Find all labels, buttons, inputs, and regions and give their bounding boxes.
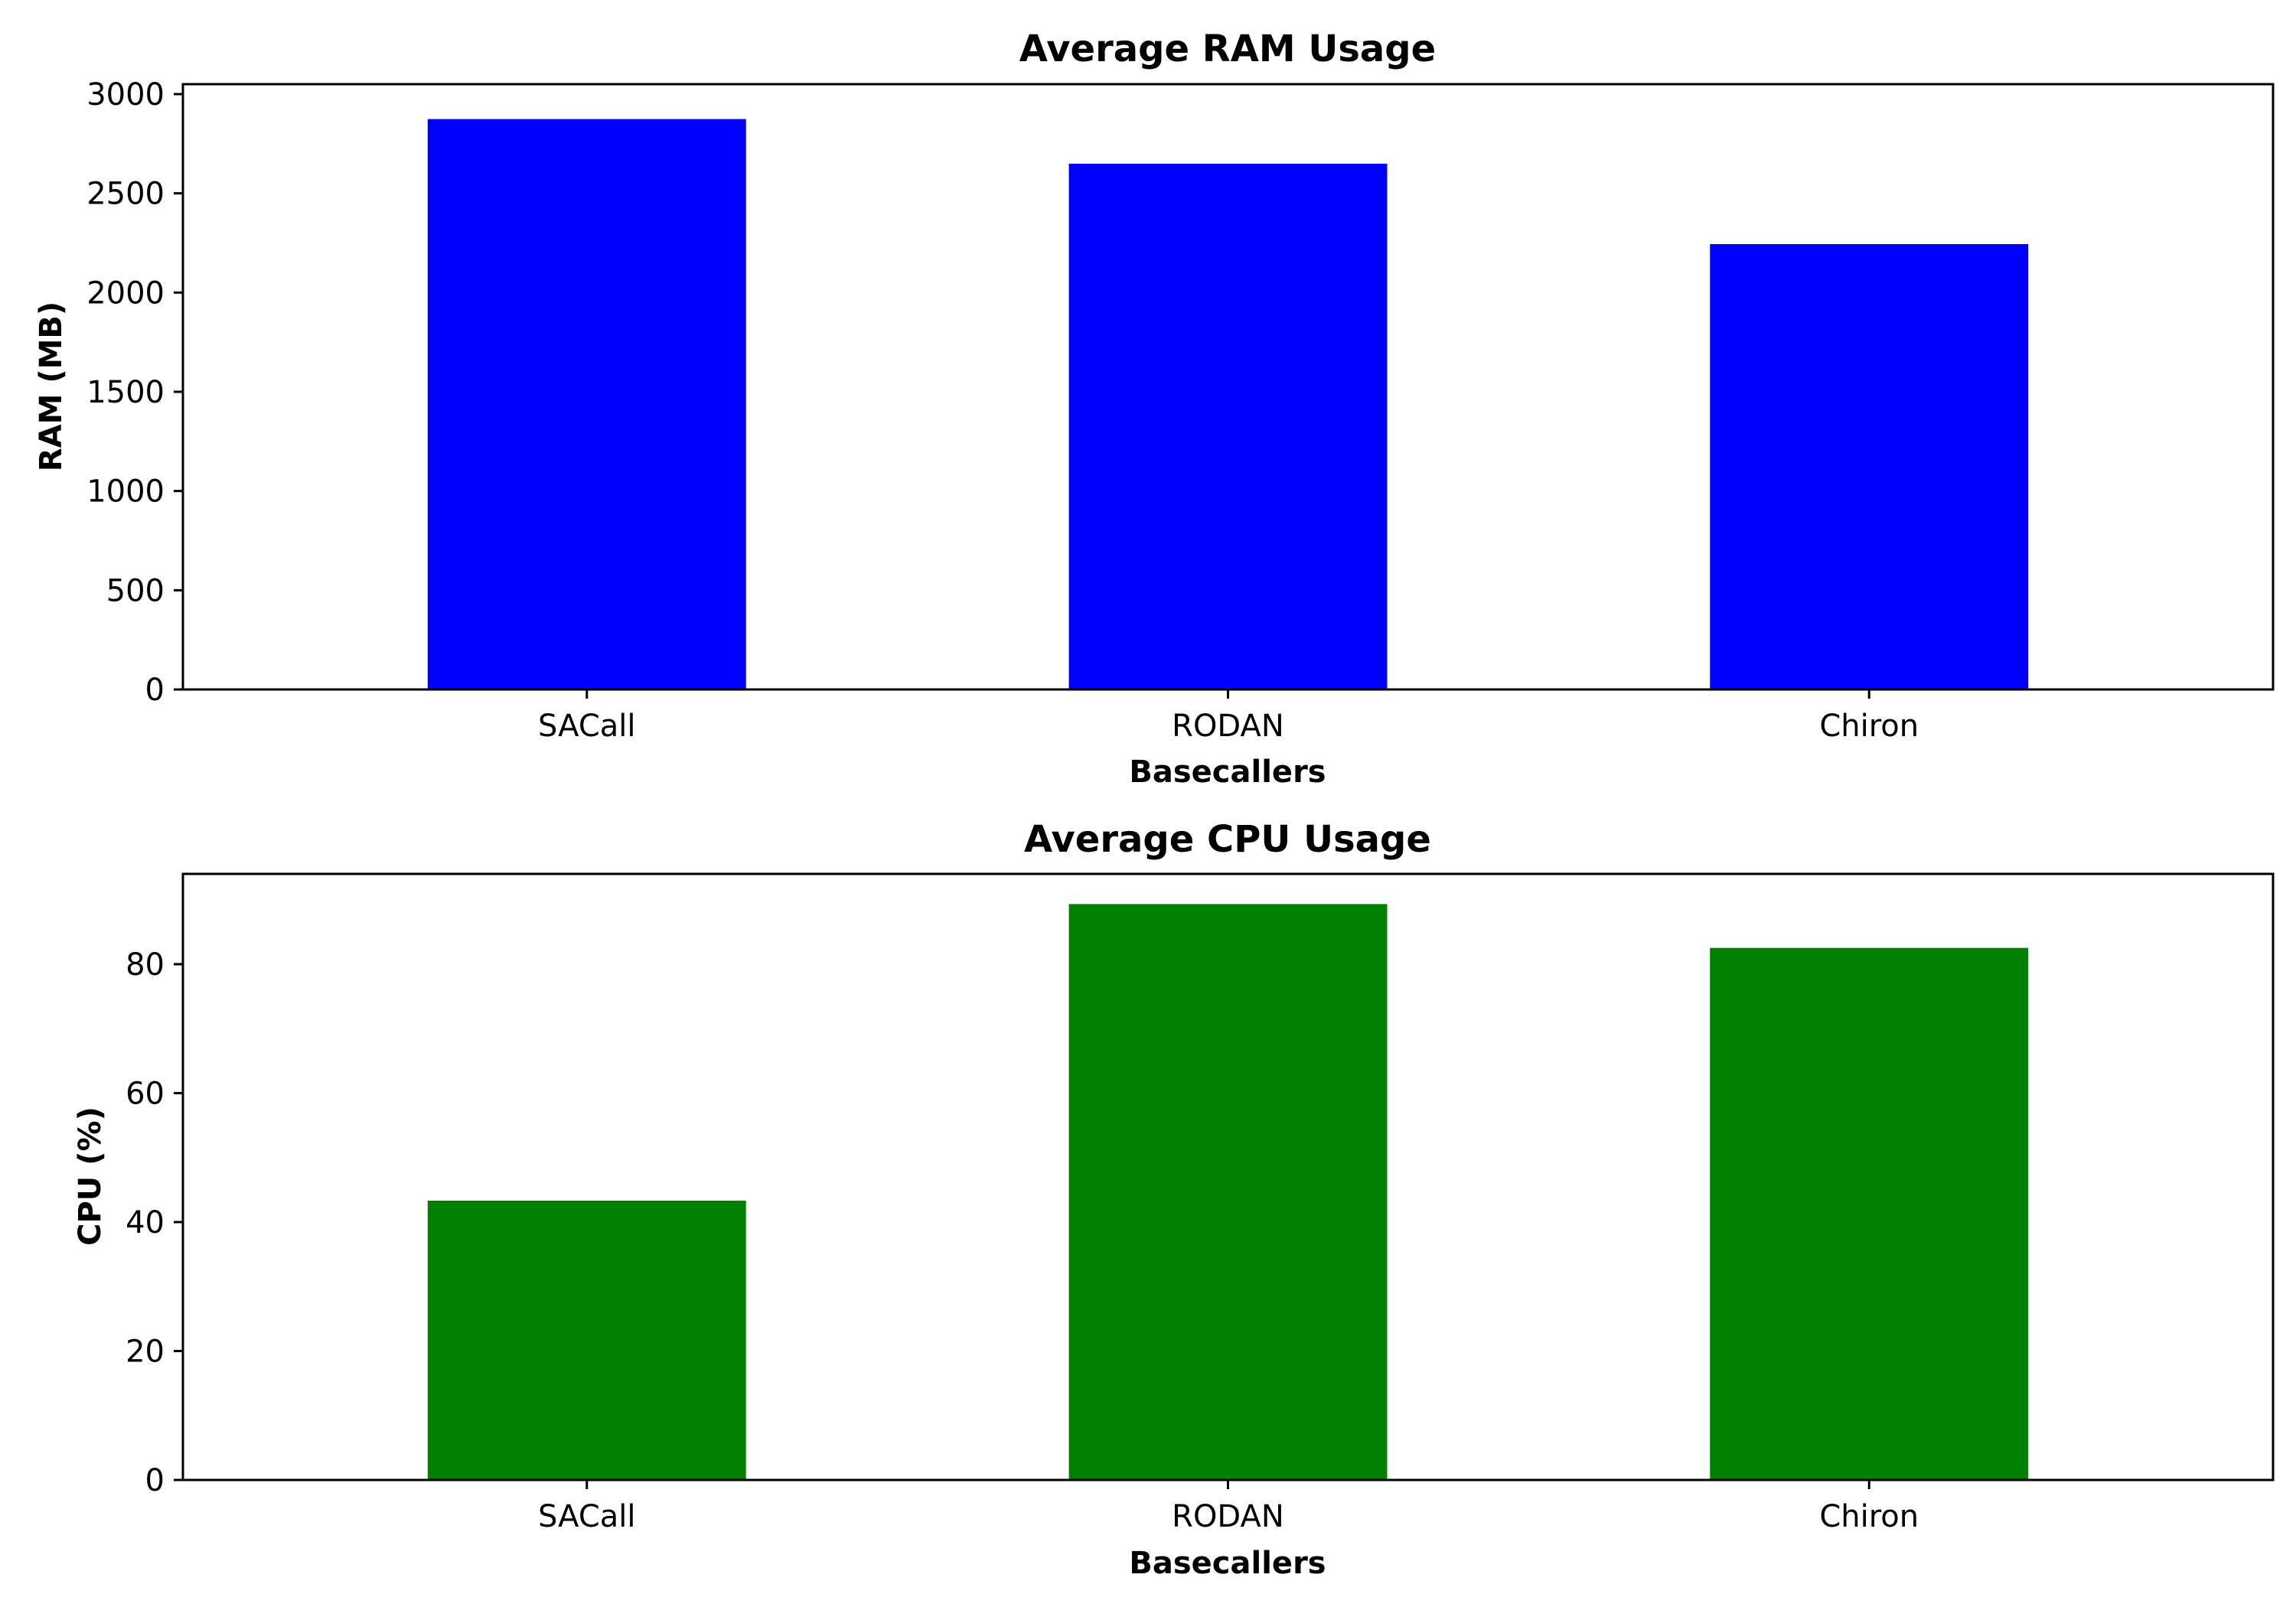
y-tick-label: 20 [126, 1334, 165, 1369]
y-tick-label: 2000 [86, 275, 165, 311]
y-tick-label: 1000 [86, 474, 165, 510]
x-tick-label: RODAN [1172, 1499, 1284, 1534]
y-axis-ticks: 0 500 1000 1500 2000 2500 3000 [86, 77, 183, 708]
bar-sacall [425, 1198, 748, 1482]
y-axis-label: RAM (MB) [34, 302, 69, 471]
x-tick-label: Chiron [1819, 709, 1919, 744]
plot-frame [181, 83, 2275, 691]
y-tick-label: 3000 [86, 77, 165, 112]
chart-title: Average CPU Usage [1024, 818, 1431, 861]
x-tick-label: Chiron [1819, 1499, 1919, 1534]
x-axis-ticks: SACall RODAN Chiron [538, 1480, 1919, 1534]
x-tick-label: SACall [538, 709, 635, 744]
bars [425, 901, 2031, 1482]
bar-rodan [1066, 901, 1390, 1482]
y-tick-label: 500 [106, 573, 165, 608]
y-tick-label: 40 [126, 1205, 165, 1240]
bar-rodan [1066, 161, 1390, 691]
ram-usage-chart: Average RAM Usage RAM (MB) Basecallers 0… [34, 28, 2275, 790]
x-tick-label: RODAN [1172, 709, 1284, 744]
bar-sacall [425, 116, 748, 691]
chart-title: Average RAM Usage [1019, 28, 1436, 70]
x-axis-label: Basecallers [1129, 755, 1326, 790]
y-tick-label: 2500 [86, 177, 165, 212]
y-tick-label: 0 [145, 1463, 165, 1498]
y-tick-label: 80 [126, 947, 165, 983]
bars [425, 116, 2031, 691]
x-axis-label: Basecallers [1129, 1546, 1326, 1581]
x-tick-label: SACall [538, 1499, 635, 1534]
y-tick-label: 60 [126, 1076, 165, 1111]
y-tick-label: 0 [145, 673, 165, 708]
y-tick-label: 1500 [86, 375, 165, 410]
y-axis-ticks: 0 20 40 60 80 [126, 947, 183, 1498]
cpu-usage-chart: Average CPU Usage CPU (%) Basecallers 0 2… [73, 818, 2275, 1581]
bar-chiron [1707, 945, 2031, 1482]
plot-frame [181, 872, 2275, 1482]
bar-chiron [1707, 242, 2031, 691]
x-axis-ticks: SACall RODAN Chiron [538, 689, 1919, 744]
y-axis-label: CPU (%) [73, 1107, 108, 1246]
